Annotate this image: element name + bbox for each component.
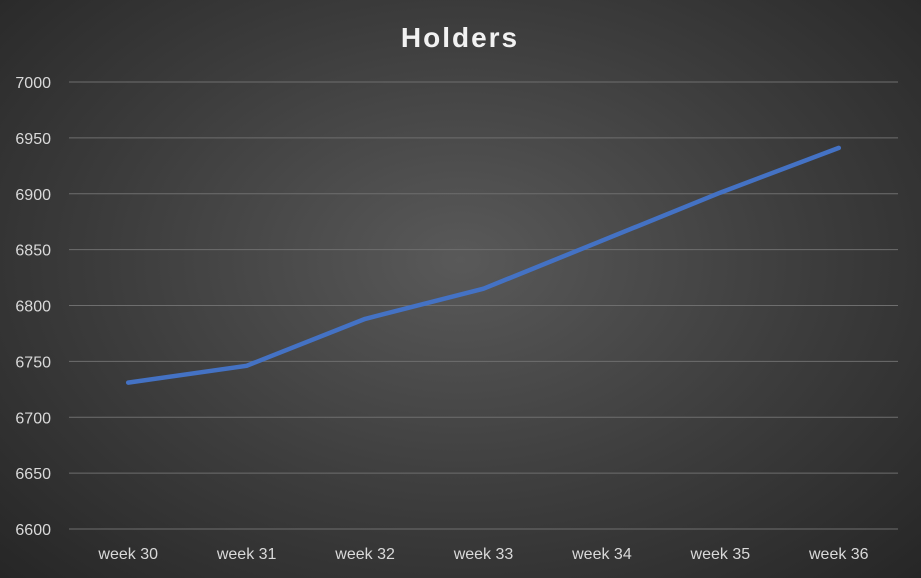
y-tick-label: 6900 xyxy=(15,187,51,204)
x-tick-label: week 31 xyxy=(216,546,277,563)
y-tick-label: 7000 xyxy=(15,75,51,92)
x-tick-label: week 30 xyxy=(97,546,158,563)
y-tick-label: 6600 xyxy=(15,522,51,539)
x-tick-label: week 32 xyxy=(334,546,395,563)
y-tick-label: 6700 xyxy=(15,410,51,427)
y-tick-label: 6750 xyxy=(15,354,51,371)
y-tick-label: 6650 xyxy=(15,466,51,483)
y-tick-label: 6950 xyxy=(15,131,51,148)
y-tick-label: 6800 xyxy=(15,299,51,316)
x-tick-label: week 35 xyxy=(690,546,751,563)
x-tick-label: week 33 xyxy=(453,546,514,563)
x-tick-label: week 34 xyxy=(571,546,632,563)
y-tick-label: 6850 xyxy=(15,243,51,260)
series-lines xyxy=(125,145,842,385)
x-tick-label: week 36 xyxy=(808,546,869,563)
series-line xyxy=(125,145,842,385)
x-axis-tick-labels: week 30 week 31 week 32 week 33 week 34 week … xyxy=(97,546,868,563)
chart-title: Holders xyxy=(401,22,519,53)
gridlines xyxy=(69,81,898,530)
y-axis-tick-labels: 6600 6650 6700 6750 6800 6850 6900 6950 7000 xyxy=(15,75,51,539)
